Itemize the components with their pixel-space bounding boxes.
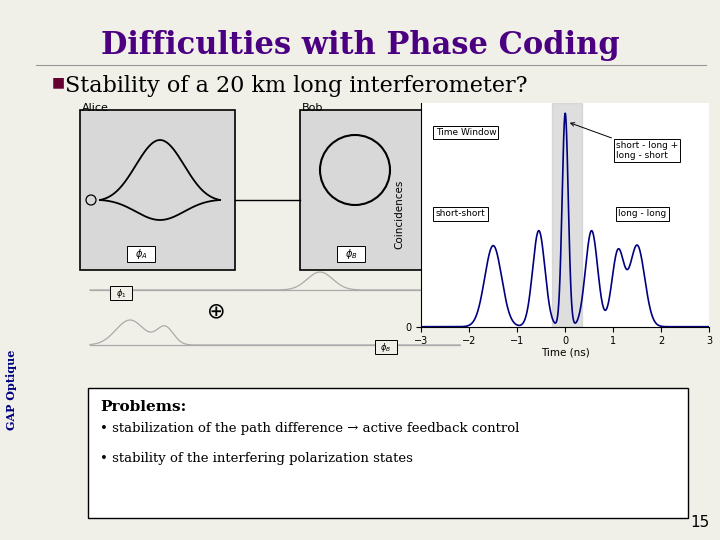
Text: $\oplus$: $\oplus$ <box>206 302 225 322</box>
Text: long - long: long - long <box>618 210 666 218</box>
Text: Problems:: Problems: <box>100 400 186 414</box>
Text: short-short: short-short <box>436 210 485 218</box>
Text: $\phi_A$: $\phi_A$ <box>135 247 148 261</box>
Bar <box>552 103 582 327</box>
Bar <box>110 286 132 300</box>
Text: • stability of the interfering polarization states: • stability of the interfering polarizat… <box>100 452 413 465</box>
Bar <box>300 110 455 270</box>
Text: Alice: Alice <box>82 103 109 113</box>
Y-axis label: Coincidences: Coincidences <box>394 180 404 249</box>
Bar <box>375 340 397 354</box>
Text: 15: 15 <box>690 515 710 530</box>
Bar <box>80 110 235 270</box>
X-axis label: Time (ns): Time (ns) <box>541 348 590 358</box>
Text: $\phi_B$: $\phi_B$ <box>345 247 357 261</box>
Text: Stability of a 20 km long interferometer?: Stability of a 20 km long interferometer… <box>65 75 528 97</box>
Bar <box>127 246 155 262</box>
Text: Bob: Bob <box>302 103 323 113</box>
Bar <box>337 246 365 262</box>
Text: • stabilization of the path difference → active feedback control: • stabilization of the path difference →… <box>100 422 519 435</box>
Bar <box>88 388 688 518</box>
Text: GAP Optique: GAP Optique <box>6 350 17 430</box>
Text: Difficulties with Phase Coding: Difficulties with Phase Coding <box>101 30 619 61</box>
Text: $\phi_1$: $\phi_1$ <box>116 287 126 300</box>
Text: short - long +
long - short: short - long + long - short <box>571 123 678 160</box>
Text: ■: ■ <box>52 75 65 89</box>
Circle shape <box>86 195 96 205</box>
Text: Time Window: Time Window <box>436 128 496 137</box>
Text: $\phi_B$: $\phi_B$ <box>380 341 392 354</box>
